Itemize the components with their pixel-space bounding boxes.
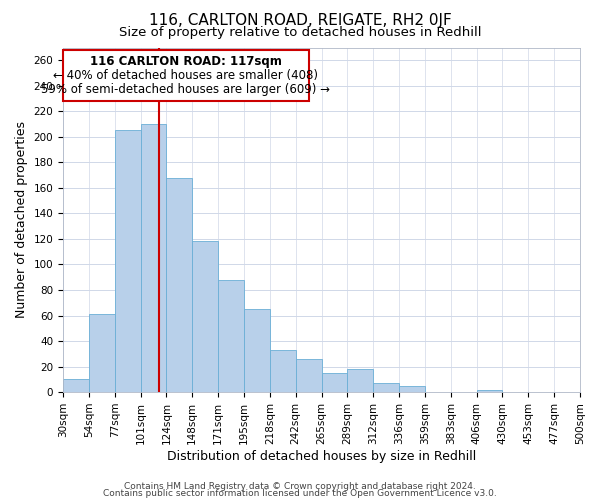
Bar xyxy=(476,390,502,392)
Bar xyxy=(140,124,166,392)
Bar xyxy=(166,178,192,392)
Bar xyxy=(373,383,399,392)
Bar xyxy=(322,373,347,392)
Text: Contains public sector information licensed under the Open Government Licence v3: Contains public sector information licen… xyxy=(103,490,497,498)
Text: ← 40% of detached houses are smaller (408): ← 40% of detached houses are smaller (40… xyxy=(53,69,319,82)
Bar xyxy=(296,359,322,392)
Bar xyxy=(192,242,218,392)
Text: 116, CARLTON ROAD, REIGATE, RH2 0JF: 116, CARLTON ROAD, REIGATE, RH2 0JF xyxy=(149,12,451,28)
Bar xyxy=(399,386,425,392)
Text: Size of property relative to detached houses in Redhill: Size of property relative to detached ho… xyxy=(119,26,481,39)
FancyBboxPatch shape xyxy=(63,50,308,101)
Bar xyxy=(218,280,244,392)
Bar xyxy=(115,130,140,392)
Bar xyxy=(347,369,373,392)
Bar xyxy=(244,309,270,392)
Text: Contains HM Land Registry data © Crown copyright and database right 2024.: Contains HM Land Registry data © Crown c… xyxy=(124,482,476,491)
Bar xyxy=(63,380,89,392)
X-axis label: Distribution of detached houses by size in Redhill: Distribution of detached houses by size … xyxy=(167,450,476,462)
Y-axis label: Number of detached properties: Number of detached properties xyxy=(15,122,28,318)
Bar xyxy=(270,350,296,392)
Text: 59% of semi-detached houses are larger (609) →: 59% of semi-detached houses are larger (… xyxy=(41,83,331,96)
Text: 116 CARLTON ROAD: 117sqm: 116 CARLTON ROAD: 117sqm xyxy=(90,55,282,68)
Bar xyxy=(89,314,115,392)
